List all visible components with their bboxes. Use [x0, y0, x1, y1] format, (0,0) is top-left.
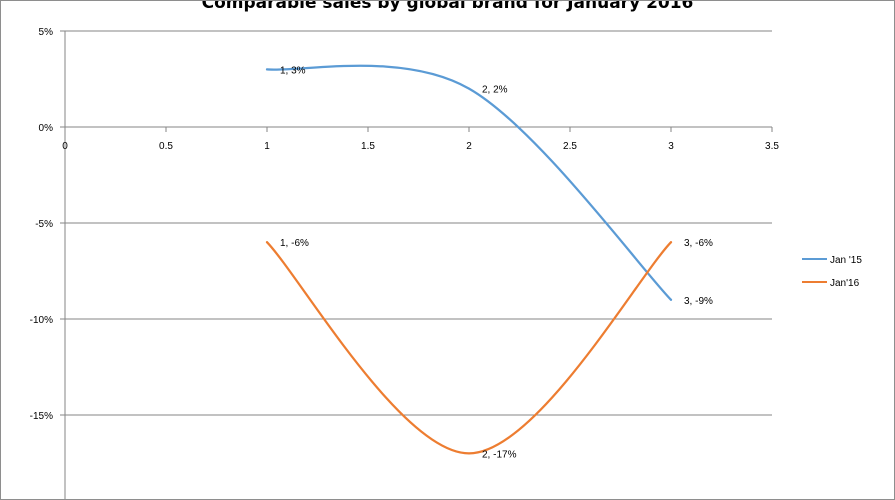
series-line [265, 64, 673, 301]
data-label: 3, -9% [684, 296, 713, 307]
legend-label: Jan'16 [830, 278, 860, 289]
data-label: 3, -6% [684, 238, 713, 249]
data-point [266, 241, 268, 244]
y-tick-label: -10% [30, 315, 53, 326]
data-label: 2, 2% [482, 85, 508, 96]
data-label: 2, -17% [482, 449, 517, 460]
x-tick-label: 1.5 [361, 141, 375, 152]
x-tick-label: 3 [668, 141, 674, 152]
series-line [265, 241, 673, 455]
x-tick-label: 2 [466, 141, 472, 152]
x-tick-label: 0 [62, 141, 68, 152]
data-point [468, 452, 470, 455]
x-tick-label: 3.5 [765, 141, 779, 152]
data-point [468, 87, 470, 90]
y-tick-label: -5% [35, 219, 53, 230]
legend-label: Jan '15 [830, 255, 862, 266]
data-point [670, 241, 672, 244]
y-tick-label: 0% [39, 123, 54, 134]
data-point [670, 298, 672, 301]
chart-title: Comparable sales by global brand for Jan… [201, 0, 694, 13]
x-tick-label: 1 [264, 141, 270, 152]
data-label: 1, 3% [280, 65, 306, 76]
data-label: 1, -6% [280, 238, 309, 249]
y-tick-label: -15% [30, 411, 53, 422]
data-point [266, 68, 268, 71]
x-tick-label: 2.5 [563, 141, 577, 152]
x-tick-label: 0.5 [159, 141, 173, 152]
y-tick-label: 5% [39, 27, 54, 38]
